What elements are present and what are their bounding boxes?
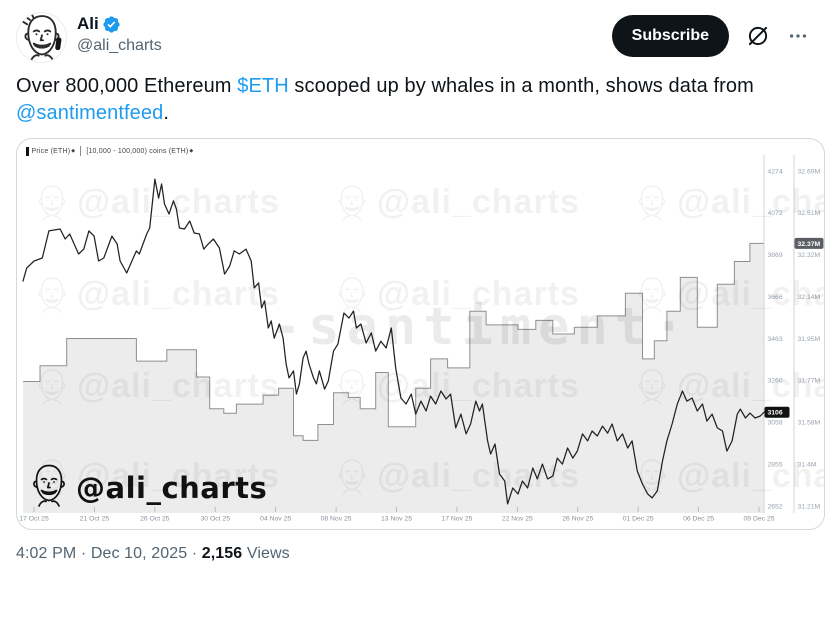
x-tick-label: 21 Oct 25 xyxy=(80,516,110,523)
x-tick-label: 04 Nov 25 xyxy=(260,516,291,523)
avatar[interactable] xyxy=(16,12,67,63)
timestamp-date: Dec 10, 2025 xyxy=(90,545,188,562)
x-tick-label: 01 Dec 25 xyxy=(623,516,654,523)
tweet-post: Ali @ali_charts Subscribe Over 800,000 E… xyxy=(16,12,825,563)
price-tick-label: 3058 xyxy=(768,420,783,427)
tweet-link[interactable]: @santimentfeed xyxy=(16,102,164,124)
supply-tick-label: 31.58M xyxy=(798,420,821,427)
price-tick-label: 3666 xyxy=(768,294,783,301)
x-tick-label: 30 Oct 25 xyxy=(201,516,231,523)
price-tick-label: 4072 xyxy=(768,210,783,217)
supply-current-label: 32.37M xyxy=(798,241,821,248)
supply-tick-label: 32.32M xyxy=(798,252,821,259)
author-block: Ali @ali_charts xyxy=(77,12,162,56)
separator-2: · xyxy=(191,545,198,562)
header-controls: Subscribe xyxy=(611,12,809,57)
supply-tick-label: 32.51M xyxy=(798,210,821,217)
tweet-header: Ali @ali_charts Subscribe xyxy=(16,12,809,63)
user-handle[interactable]: @ali_charts xyxy=(77,37,162,54)
supply-tick-label: 31.95M xyxy=(798,336,821,343)
legend-label: [10,000 - 100,000) coins (ETH) xyxy=(86,147,189,155)
grok-icon[interactable] xyxy=(745,23,771,49)
separator-1: · xyxy=(80,545,87,562)
x-tick-label: 17 Nov 25 xyxy=(441,516,472,523)
tweet-link[interactable]: $ETH xyxy=(237,75,289,97)
supply-tick-label: 31.4M xyxy=(798,461,817,468)
price-tick-label: 3869 xyxy=(768,252,783,259)
tweet-text: Over 800,000 Ethereum $ETH scooped up by… xyxy=(16,73,809,127)
eth-price-supply-chart: 17 Oct 25 21 Oct 25 26 Oct 25 30 Oct 25 04 N… xyxy=(19,155,824,523)
tweet-text-segment: . xyxy=(163,102,170,124)
views-label: Views xyxy=(246,545,290,562)
x-tick-label: 26 Oct 25 xyxy=(140,516,170,523)
more-menu-icon[interactable] xyxy=(787,25,809,47)
tweet-text-segment: Over 800,000 Ethereum xyxy=(16,75,238,97)
price-tick-label: 2652 xyxy=(768,503,783,510)
verified-badge-icon xyxy=(102,15,121,34)
price-tick-label: 3463 xyxy=(768,336,783,343)
legend-marker-diamond: ◆ xyxy=(71,148,76,154)
x-tick-label: 13 Nov 25 xyxy=(381,516,412,523)
x-tick-label: 09 Dec 25 xyxy=(744,516,775,523)
views-count: 2,156 xyxy=(201,545,243,562)
legend-label: Price (ETH) xyxy=(31,147,71,155)
legend-divider xyxy=(80,146,82,156)
price-tick-label: 3260 xyxy=(768,378,783,385)
x-tick-label: 26 Nov 25 xyxy=(562,516,593,523)
supply-tick-label: 32.14M xyxy=(798,294,821,301)
chart-legend: Price (ETH) ◆ [10,000 - 100,000) coins (ET… xyxy=(26,146,193,156)
supply-tick-label: 32.69M xyxy=(798,168,821,175)
x-tick-label: 17 Oct 25 xyxy=(19,516,49,523)
price-line xyxy=(22,178,765,505)
tweet-text-segment: scooped up by whales in a month, shows d… xyxy=(288,75,754,97)
supply-tick-label: 31.77M xyxy=(798,378,821,385)
price-current-label: 3106 xyxy=(768,410,783,417)
price-tick-label: 4274 xyxy=(768,168,783,175)
legend-marker-diamond: ◆ xyxy=(189,148,194,154)
supply-tick-label: 31.21M xyxy=(798,503,821,510)
x-tick-label: 06 Dec 25 xyxy=(683,516,714,523)
subscribe-button[interactable]: Subscribe xyxy=(611,15,729,57)
timestamp-time: 4:02 PM xyxy=(16,545,77,562)
supply-current-badge xyxy=(794,237,824,249)
legend-price-marker xyxy=(26,146,29,156)
x-tick-label: 22 Nov 25 xyxy=(502,516,533,523)
x-tick-label: 08 Nov 25 xyxy=(321,516,352,523)
tweet-meta: 4:02 PM · Dec 10, 2025 · 2,156 Views xyxy=(16,545,809,563)
display-name[interactable]: Ali xyxy=(77,14,99,33)
price-current-badge xyxy=(764,406,790,418)
chart-card[interactable]: 17 Oct 25 21 Oct 25 26 Oct 25 30 Oct 25 04 N… xyxy=(16,138,825,530)
supply-area-edge xyxy=(23,242,764,441)
price-tick-label: 2855 xyxy=(768,461,783,468)
supply-area xyxy=(23,243,764,513)
